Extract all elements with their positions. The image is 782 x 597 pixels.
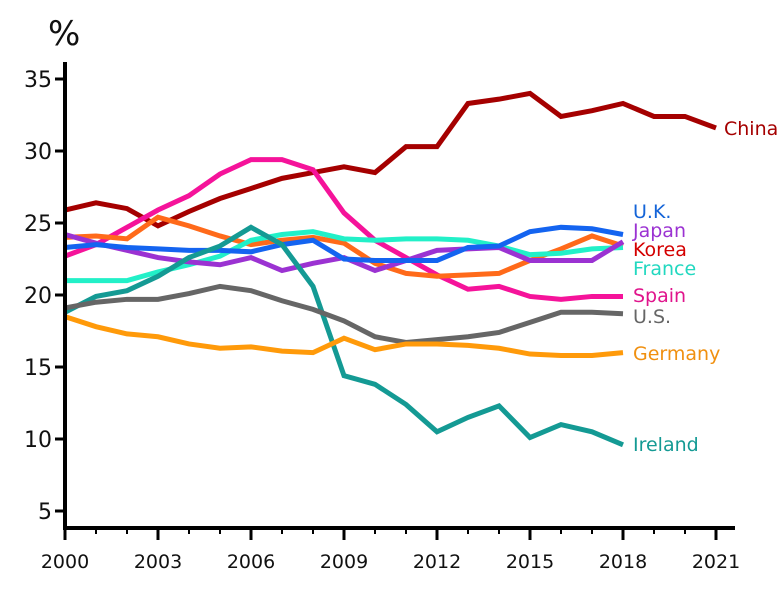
- y-tick-label: 15: [24, 356, 52, 381]
- series-line-spain: [64, 157, 623, 302]
- x-tick-label: 2018: [599, 551, 647, 573]
- x-tick-label: 2006: [227, 551, 275, 573]
- series-label: Spain: [633, 285, 686, 307]
- y-axis-label: %: [48, 14, 80, 54]
- series-label: China: [724, 118, 778, 140]
- series-line-germany: [64, 314, 624, 358]
- y-tick-label: 30: [24, 140, 52, 165]
- x-tick-label: 2000: [41, 551, 89, 573]
- series-label: France: [633, 258, 696, 280]
- y-tick-label: 25: [24, 212, 52, 237]
- x-tick-label: 2021: [692, 551, 740, 573]
- y-tick-label: 5: [38, 500, 52, 525]
- y-tick-label: 20: [24, 284, 52, 309]
- series-line-us: [64, 283, 624, 346]
- series-label: U.K.: [633, 201, 671, 223]
- series-label: Germany: [633, 343, 720, 365]
- y-tick-label: 10: [24, 428, 52, 453]
- series-line-china: [64, 90, 717, 229]
- x-tick-label: 2012: [413, 551, 461, 573]
- series-label: U.S.: [633, 306, 671, 328]
- x-tick-label: 2009: [320, 551, 368, 573]
- x-tick-label: 2003: [134, 551, 182, 573]
- series-label: Korea: [633, 239, 687, 261]
- series-line-france: [65, 229, 624, 284]
- series-label: Japan: [632, 220, 686, 242]
- y-tick-label: 35: [24, 68, 52, 93]
- x-tick-label: 2015: [506, 551, 554, 573]
- series-line-uk: [64, 224, 624, 263]
- series-label: Ireland: [633, 434, 699, 456]
- series-line-ireland: [63, 224, 624, 448]
